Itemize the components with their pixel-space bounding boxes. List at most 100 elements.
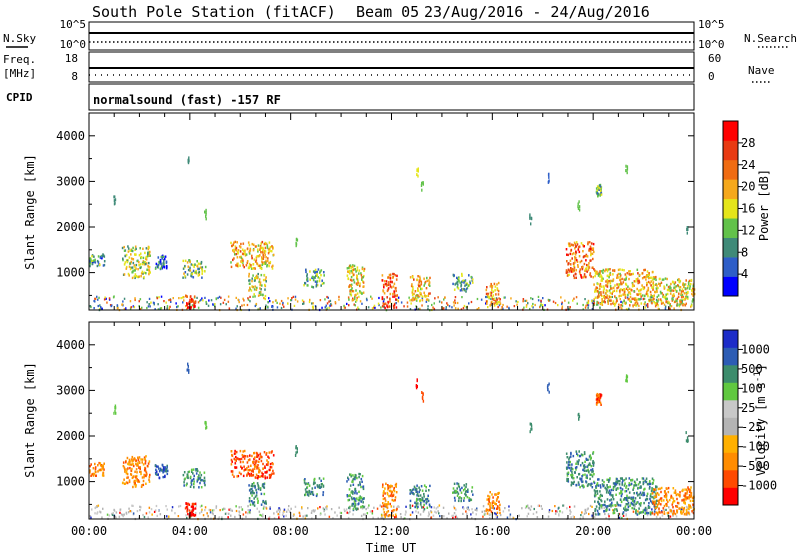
ground-scatter-cell <box>368 504 370 507</box>
echo-cell <box>192 269 195 273</box>
ground-scatter-cell <box>246 303 249 307</box>
echo-cell <box>609 271 612 275</box>
echo-speck <box>547 388 549 392</box>
echo-speck <box>417 169 419 173</box>
echo-cell <box>253 504 256 507</box>
ground-scatter-cell <box>558 514 560 517</box>
echo-cell <box>634 481 637 485</box>
echo-cell <box>605 289 608 292</box>
echo-cell <box>569 463 571 467</box>
echo-speck <box>114 195 116 199</box>
echo-cell <box>496 283 498 286</box>
echo-cell <box>691 499 694 502</box>
ground-scatter-cell <box>172 297 174 300</box>
ground-scatter-cell <box>618 303 620 306</box>
echo-cell <box>617 504 620 507</box>
echo-cell <box>605 292 607 295</box>
echo-cell <box>246 461 249 464</box>
echo-cell <box>387 283 389 287</box>
echo-cell <box>239 246 242 249</box>
echo-cell <box>614 483 616 487</box>
ground-scatter-cell <box>186 307 188 311</box>
ground-scatter-cell <box>555 510 557 513</box>
echo-cell <box>319 486 322 489</box>
echo-cell <box>686 492 688 495</box>
colorbar-cell <box>723 237 738 258</box>
echo-speck <box>578 208 581 212</box>
echo-cell <box>392 304 395 308</box>
ground-scatter-cell <box>157 308 160 311</box>
echo-cell <box>689 285 691 288</box>
echo-cell <box>384 497 386 500</box>
echo-cell <box>618 483 621 486</box>
echo-cell <box>253 293 255 296</box>
echo-cell <box>102 264 105 267</box>
echo-cell <box>196 265 199 268</box>
echo-cell <box>89 465 91 468</box>
echo-cell <box>255 451 258 455</box>
echo-cell <box>494 299 497 303</box>
echo-cell <box>627 487 630 491</box>
ground-scatter-cell <box>672 514 674 517</box>
ground-scatter-cell <box>177 515 180 518</box>
echo-cell <box>139 263 142 266</box>
echo-cell <box>262 253 264 257</box>
ground-scatter-cell <box>586 304 589 307</box>
ground-scatter-cell <box>453 304 455 307</box>
echo-cell <box>142 479 145 483</box>
colorbar-tick-label: 24 <box>741 158 755 172</box>
echo-cell <box>461 486 463 490</box>
ground-scatter-cell <box>123 513 125 516</box>
ground-scatter-cell <box>548 511 550 514</box>
echo-cell <box>669 292 672 295</box>
echo-cell <box>650 293 652 297</box>
ground-scatter-cell <box>212 303 215 306</box>
echo-cell <box>638 279 640 282</box>
ground-scatter-cell <box>454 299 456 302</box>
echo-cell <box>261 240 264 244</box>
echo-cell <box>393 489 396 493</box>
ground-scatter-cell <box>498 297 500 300</box>
echo-cell <box>199 481 201 485</box>
echo-cell <box>582 484 584 487</box>
echo-cell <box>243 457 246 460</box>
ground-scatter-cell <box>104 296 106 299</box>
ground-scatter-cell <box>142 513 144 517</box>
echo-cell <box>306 490 308 494</box>
echo-cell <box>381 296 384 299</box>
echo-cell <box>646 284 648 287</box>
echo-cell <box>388 305 390 308</box>
ground-scatter-cell <box>227 295 230 298</box>
echo-cell <box>609 285 612 288</box>
ground-scatter-cell <box>482 505 485 508</box>
echo-cell <box>252 503 255 506</box>
ground-scatter-cell <box>387 302 390 305</box>
echo-cell <box>239 255 241 259</box>
echo-cell <box>387 276 390 279</box>
echo-cell <box>589 273 591 277</box>
echo-cell <box>589 477 591 481</box>
ground-scatter-cell <box>377 516 379 520</box>
echo-cell <box>616 480 619 483</box>
echo-cell <box>612 485 615 489</box>
echo-cell <box>654 488 657 491</box>
echo-cell <box>148 480 151 483</box>
echo-cell <box>625 287 628 290</box>
echo-cell <box>630 497 633 501</box>
echo-cell <box>414 488 417 491</box>
echo-cell <box>571 243 573 246</box>
echo-cell <box>622 511 625 514</box>
echo-cell <box>456 286 459 289</box>
echo-cell <box>459 496 461 499</box>
echo-cell <box>600 193 603 196</box>
ground-scatter-cell <box>566 507 568 510</box>
ground-scatter-cell <box>291 297 293 300</box>
echo-cell <box>649 499 652 503</box>
echo-cell <box>620 282 622 286</box>
echo-cell <box>654 492 657 495</box>
echo-cell <box>497 293 500 296</box>
ground-scatter-cell <box>626 296 629 299</box>
ground-scatter-cell <box>380 517 382 520</box>
echo-cell <box>633 504 635 507</box>
echo-cell <box>354 294 356 297</box>
